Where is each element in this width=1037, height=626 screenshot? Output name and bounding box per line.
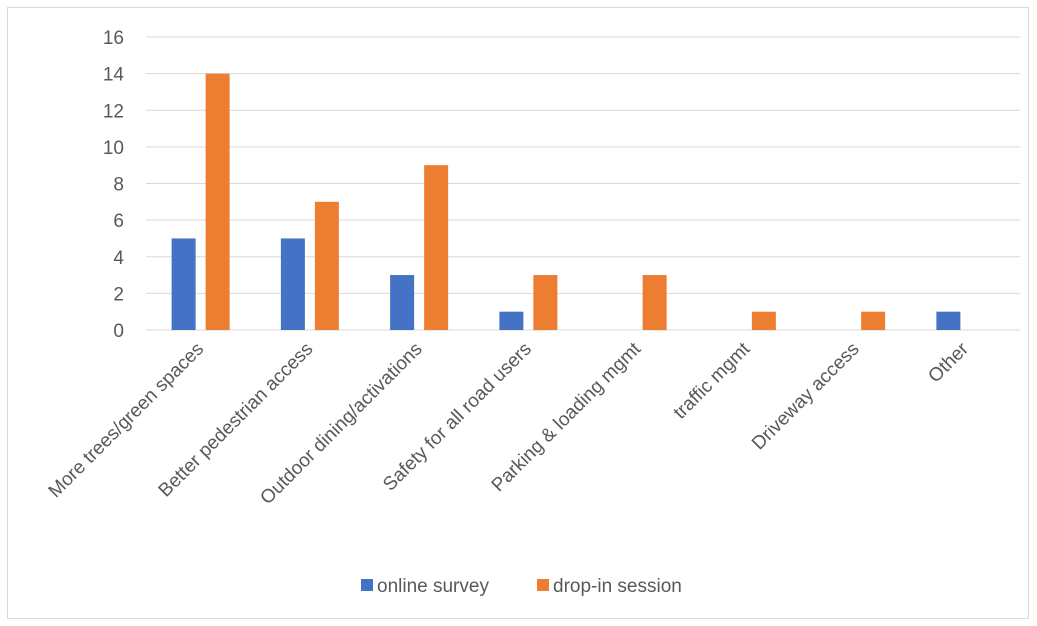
bar-online-survey	[280, 238, 305, 330]
gridlines	[146, 36, 1020, 331]
y-tick-label: 6	[113, 211, 124, 232]
bar-online-survey	[499, 311, 524, 330]
x-category-label: traffic mgmt	[670, 338, 755, 423]
y-tick-label: 16	[103, 28, 124, 49]
bar-online-survey	[936, 311, 961, 330]
x-category-label: Driveway access	[748, 339, 864, 455]
legend-swatch	[361, 579, 373, 591]
y-tick-label: 10	[103, 138, 124, 159]
y-tick-label: 2	[113, 284, 124, 305]
legend-label: drop-in session	[553, 576, 682, 597]
legend-label: online survey	[377, 576, 489, 597]
x-category-label: Other	[924, 338, 973, 387]
y-tick-label: 12	[103, 101, 124, 122]
bar-drop-in-session	[533, 275, 558, 330]
bar-online-survey	[171, 238, 196, 330]
bar-drop-in-session	[424, 165, 449, 330]
bar-drop-in-session	[751, 311, 776, 330]
bar-drop-in-session	[861, 311, 886, 330]
legend-swatch	[537, 579, 549, 591]
bars	[171, 73, 961, 330]
bar-drop-in-session	[314, 201, 339, 330]
y-tick-label: 8	[113, 175, 124, 196]
bar-drop-in-session	[205, 73, 230, 330]
y-tick-label: 4	[113, 248, 124, 269]
y-tick-label: 0	[113, 321, 124, 342]
bar-drop-in-session	[642, 275, 667, 330]
y-axis-tick-labels: 0 2 4 6 8 10 12 14 16	[103, 28, 125, 342]
legend: online survey drop-in session	[361, 576, 682, 597]
y-tick-label: 14	[103, 65, 125, 86]
bar-online-survey	[390, 275, 415, 330]
